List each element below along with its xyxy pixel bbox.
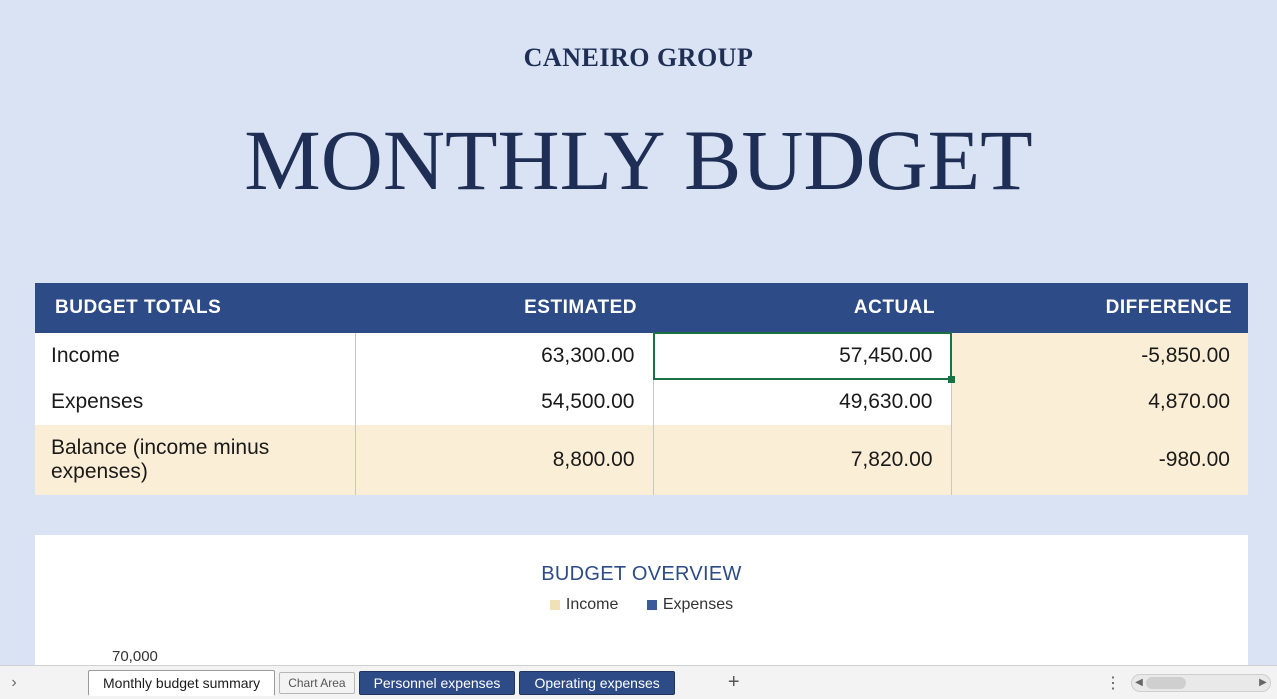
y-axis-tick: 70,000	[112, 648, 158, 665]
cell-estimated[interactable]: 63,300.00	[355, 333, 653, 379]
tab-menu-icon[interactable]: ⋮	[1101, 671, 1125, 695]
table-row[interactable]: Expenses 54,500.00 49,630.00 4,870.00	[35, 379, 1248, 425]
cell-label[interactable]: Income	[35, 333, 355, 379]
col-header-totals: BUDGET TOTALS	[35, 283, 355, 333]
legend-item-expenses: Expenses	[647, 596, 733, 614]
scrollbar-thumb[interactable]	[1146, 677, 1186, 689]
cell-actual[interactable]: 7,820.00	[653, 425, 951, 495]
horizontal-scrollbar[interactable]: ◀ ▶	[1131, 674, 1271, 692]
cell-difference[interactable]: 4,870.00	[951, 379, 1248, 425]
table-row[interactable]: Income 63,300.00 57,450.00 -5,850.00	[35, 333, 1248, 379]
scroll-left-icon[interactable]: ◀	[1132, 675, 1146, 691]
chart-area[interactable]: BUDGET OVERVIEW Income Expenses 70,000	[35, 535, 1248, 665]
cell-estimated[interactable]: 8,800.00	[355, 425, 653, 495]
chart-legend: Income Expenses	[35, 596, 1248, 615]
cell-label[interactable]: Expenses	[35, 379, 355, 425]
chart-title: BUDGET OVERVIEW	[35, 563, 1248, 586]
legend-swatch-expenses	[647, 600, 657, 610]
cell-difference[interactable]: -980.00	[951, 425, 1248, 495]
add-sheet-button[interactable]: +	[719, 670, 749, 696]
col-header-actual: ACTUAL	[653, 283, 951, 333]
tab-chart-area-label[interactable]: Chart Area	[279, 672, 354, 694]
col-header-estimated: ESTIMATED	[355, 283, 653, 333]
tab-personnel-expenses[interactable]: Personnel expenses	[359, 671, 516, 695]
tab-monthly-budget-summary[interactable]: Monthly budget summary	[88, 670, 275, 696]
table-header-row: BUDGET TOTALS ESTIMATED ACTUAL DIFFERENC…	[35, 283, 1248, 333]
company-name: CANEIRO GROUP	[0, 43, 1277, 73]
scroll-right-icon[interactable]: ▶	[1256, 675, 1270, 691]
table-row[interactable]: Balance (income minus expenses) 8,800.00…	[35, 425, 1248, 495]
cell-estimated[interactable]: 54,500.00	[355, 379, 653, 425]
page-title: MONTHLY BUDGET	[0, 110, 1277, 210]
legend-swatch-income	[550, 600, 560, 610]
legend-item-income: Income	[550, 596, 618, 614]
cell-value: 57,450.00	[839, 344, 932, 367]
worksheet-canvas: CANEIRO GROUP MONTHLY BUDGET BUDGET TOTA…	[0, 0, 1277, 665]
legend-label: Income	[566, 596, 618, 614]
cell-difference[interactable]: -5,850.00	[951, 333, 1248, 379]
cell-label[interactable]: Balance (income minus expenses)	[35, 425, 355, 495]
cell-actual-selected[interactable]: 57,450.00	[653, 333, 951, 379]
budget-totals-table[interactable]: BUDGET TOTALS ESTIMATED ACTUAL DIFFERENC…	[35, 283, 1248, 495]
tab-operating-expenses[interactable]: Operating expenses	[519, 671, 674, 695]
cell-actual[interactable]: 49,630.00	[653, 379, 951, 425]
legend-label: Expenses	[663, 596, 733, 614]
col-header-difference: DIFFERENCE	[951, 283, 1248, 333]
tab-scroll-icon[interactable]: ›	[0, 666, 28, 699]
fill-handle[interactable]	[948, 376, 955, 383]
sheet-tab-bar: › Monthly budget summary Chart Area Pers…	[0, 665, 1277, 699]
